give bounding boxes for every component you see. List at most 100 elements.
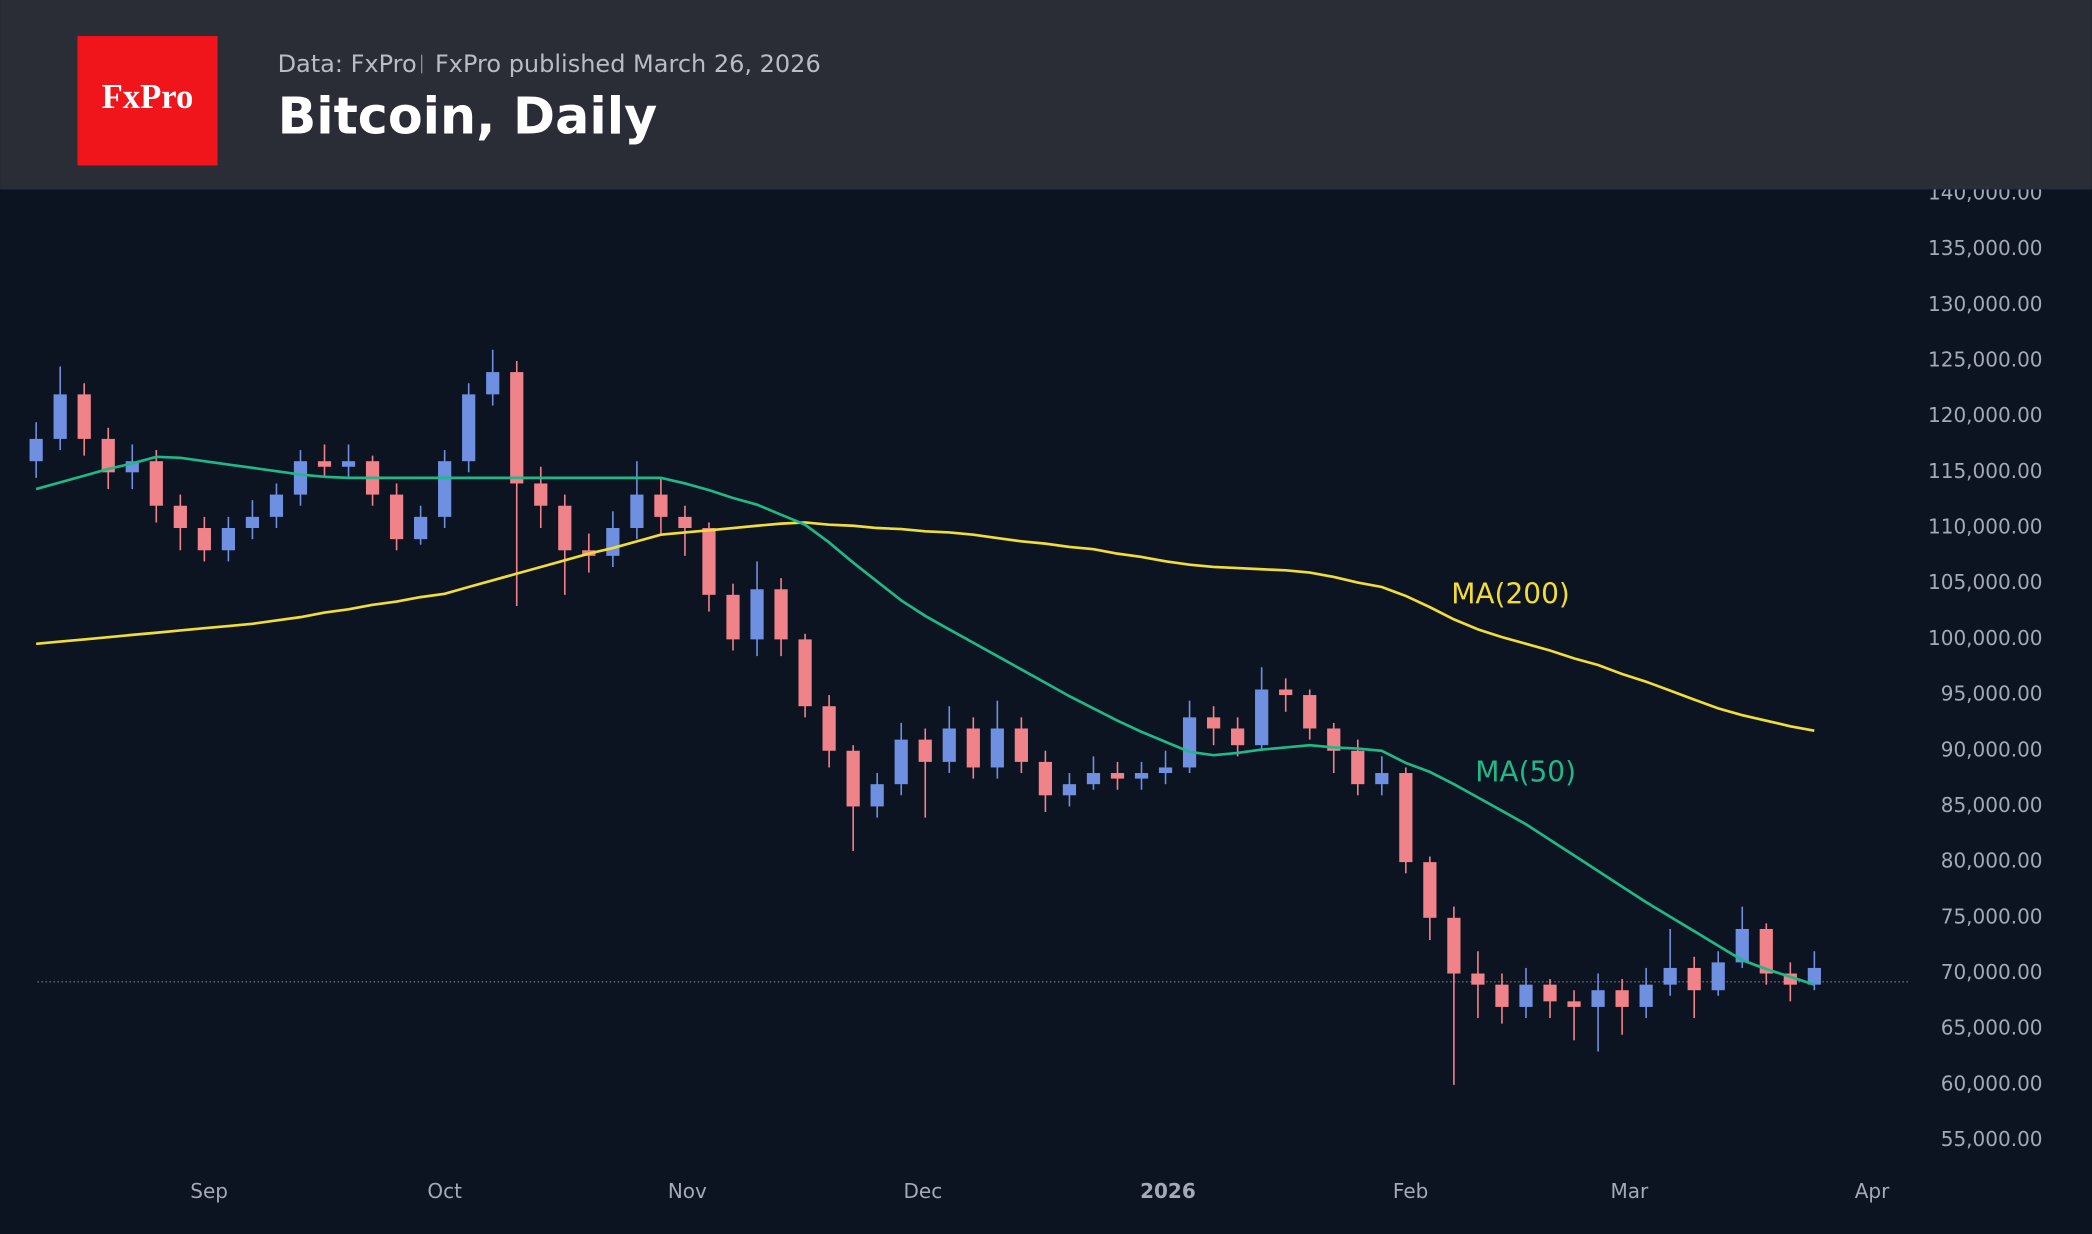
candle-body — [1351, 750, 1365, 785]
candle-body — [29, 438, 43, 462]
candle-body — [1231, 728, 1245, 746]
candle-body — [77, 394, 91, 439]
candle-body — [1519, 984, 1533, 1007]
y-tick-label: 125,000.00 — [1928, 347, 2043, 371]
x-tick-label: 2026 — [1140, 1179, 1196, 1203]
y-tick-label: 95,000.00 — [1941, 682, 2043, 706]
candle-body — [654, 494, 668, 517]
candle-body — [774, 589, 788, 640]
candle-body — [414, 516, 428, 540]
candle-body — [1182, 717, 1197, 768]
candle-body — [606, 528, 620, 556]
candle-body — [1807, 967, 1821, 985]
header-background — [0, 0, 2092, 190]
candle-body — [1110, 773, 1125, 779]
candle-body — [389, 494, 404, 540]
candle-body — [1639, 984, 1653, 1007]
candle-body — [1279, 689, 1293, 696]
candle-body — [870, 784, 884, 807]
candle-body — [269, 494, 284, 517]
ma-line — [35, 521, 1815, 732]
candle-body — [1783, 973, 1797, 985]
x-tick-label: Dec — [903, 1179, 942, 1203]
candle-body — [942, 728, 956, 762]
candle-body — [1423, 862, 1437, 918]
candle-body — [1399, 773, 1413, 863]
x-tick-label: Sep — [190, 1179, 228, 1203]
logo: FxPro — [102, 77, 194, 116]
candle-body — [678, 516, 692, 529]
candle-body — [1471, 973, 1485, 985]
candle-body — [486, 372, 500, 395]
x-tick-label: Oct — [427, 1179, 462, 1203]
candle-body — [1447, 917, 1461, 974]
series-label: MA(50) — [1475, 756, 1576, 789]
candle-body — [534, 483, 548, 506]
candle-body — [1567, 1001, 1581, 1007]
candle-body — [1327, 728, 1341, 751]
candle-body — [822, 706, 836, 751]
candle-body — [1255, 689, 1269, 746]
candle-body — [317, 461, 332, 467]
candle-body — [1591, 990, 1605, 1007]
candle-body — [702, 528, 716, 595]
y-tick-label: 130,000.00 — [1928, 292, 2043, 316]
plot-area: 55,000.00 60,000.00 65,000.00 70,000.00 75,0… — [29, 180, 2043, 1203]
series-label: MA(200) — [1451, 577, 1570, 610]
logo-box — [77, 36, 218, 166]
candle-body — [462, 394, 476, 462]
x-tick-label: Feb — [1393, 1179, 1428, 1203]
y-tick-label: 60,000.00 — [1941, 1071, 2043, 1095]
candle-body — [1495, 984, 1509, 1007]
y-tick-label: 110,000.00 — [1928, 515, 2043, 539]
candle-body — [798, 639, 812, 707]
header: FxPro Data: FxPro FxPro published March … — [0, 0, 2092, 190]
candle-body — [1014, 728, 1028, 762]
candle-body — [1038, 761, 1053, 796]
x-tick-label: Mar — [1610, 1179, 1649, 1203]
y-tick-label: 80,000.00 — [1941, 849, 2043, 873]
candle-body — [149, 461, 163, 506]
candle-body — [726, 594, 740, 640]
candle-body — [1086, 773, 1101, 785]
candle-body — [1663, 967, 1677, 985]
candle-body — [245, 516, 260, 529]
candle-body — [918, 739, 932, 762]
candle-body — [750, 589, 764, 640]
y-tick-label: 115,000.00 — [1928, 459, 2043, 483]
candle-body — [53, 394, 67, 439]
candle-body — [125, 461, 139, 473]
y-tick-label: 85,000.00 — [1941, 793, 2043, 817]
candle-body — [173, 505, 187, 529]
candle-body — [1062, 784, 1077, 796]
y-tick-label: 135,000.00 — [1928, 236, 2043, 260]
candle-body — [438, 461, 452, 517]
y-tick-label: 105,000.00 — [1928, 570, 2043, 594]
y-tick-label: 70,000.00 — [1941, 960, 2043, 984]
candle-body — [846, 750, 860, 807]
y-tick-label: 100,000.00 — [1928, 626, 2043, 650]
source: Data: FxPro — [278, 50, 417, 78]
candle-body — [293, 461, 308, 495]
ma-line — [35, 455, 1815, 986]
candle-body — [341, 461, 356, 467]
published: FxPro published March 26, 2026 — [435, 50, 821, 78]
y-tick-label: 75,000.00 — [1941, 904, 2043, 928]
candle-body — [1615, 990, 1629, 1007]
candle-body — [510, 372, 524, 484]
candle-body — [558, 505, 572, 551]
candle-body — [894, 739, 908, 785]
candle-body — [1375, 773, 1389, 785]
y-tick-label: 65,000.00 — [1941, 1016, 2043, 1040]
chart-title: Bitcoin, Daily — [278, 86, 658, 145]
y-tick-label: 55,000.00 — [1941, 1127, 2043, 1151]
candle-body — [1134, 773, 1149, 779]
candle-body — [1759, 928, 1773, 974]
candle-body — [197, 528, 211, 551]
candle-body — [990, 728, 1004, 768]
candle-body — [101, 438, 115, 473]
candle-body — [1711, 962, 1725, 991]
candle-body — [1158, 767, 1173, 774]
